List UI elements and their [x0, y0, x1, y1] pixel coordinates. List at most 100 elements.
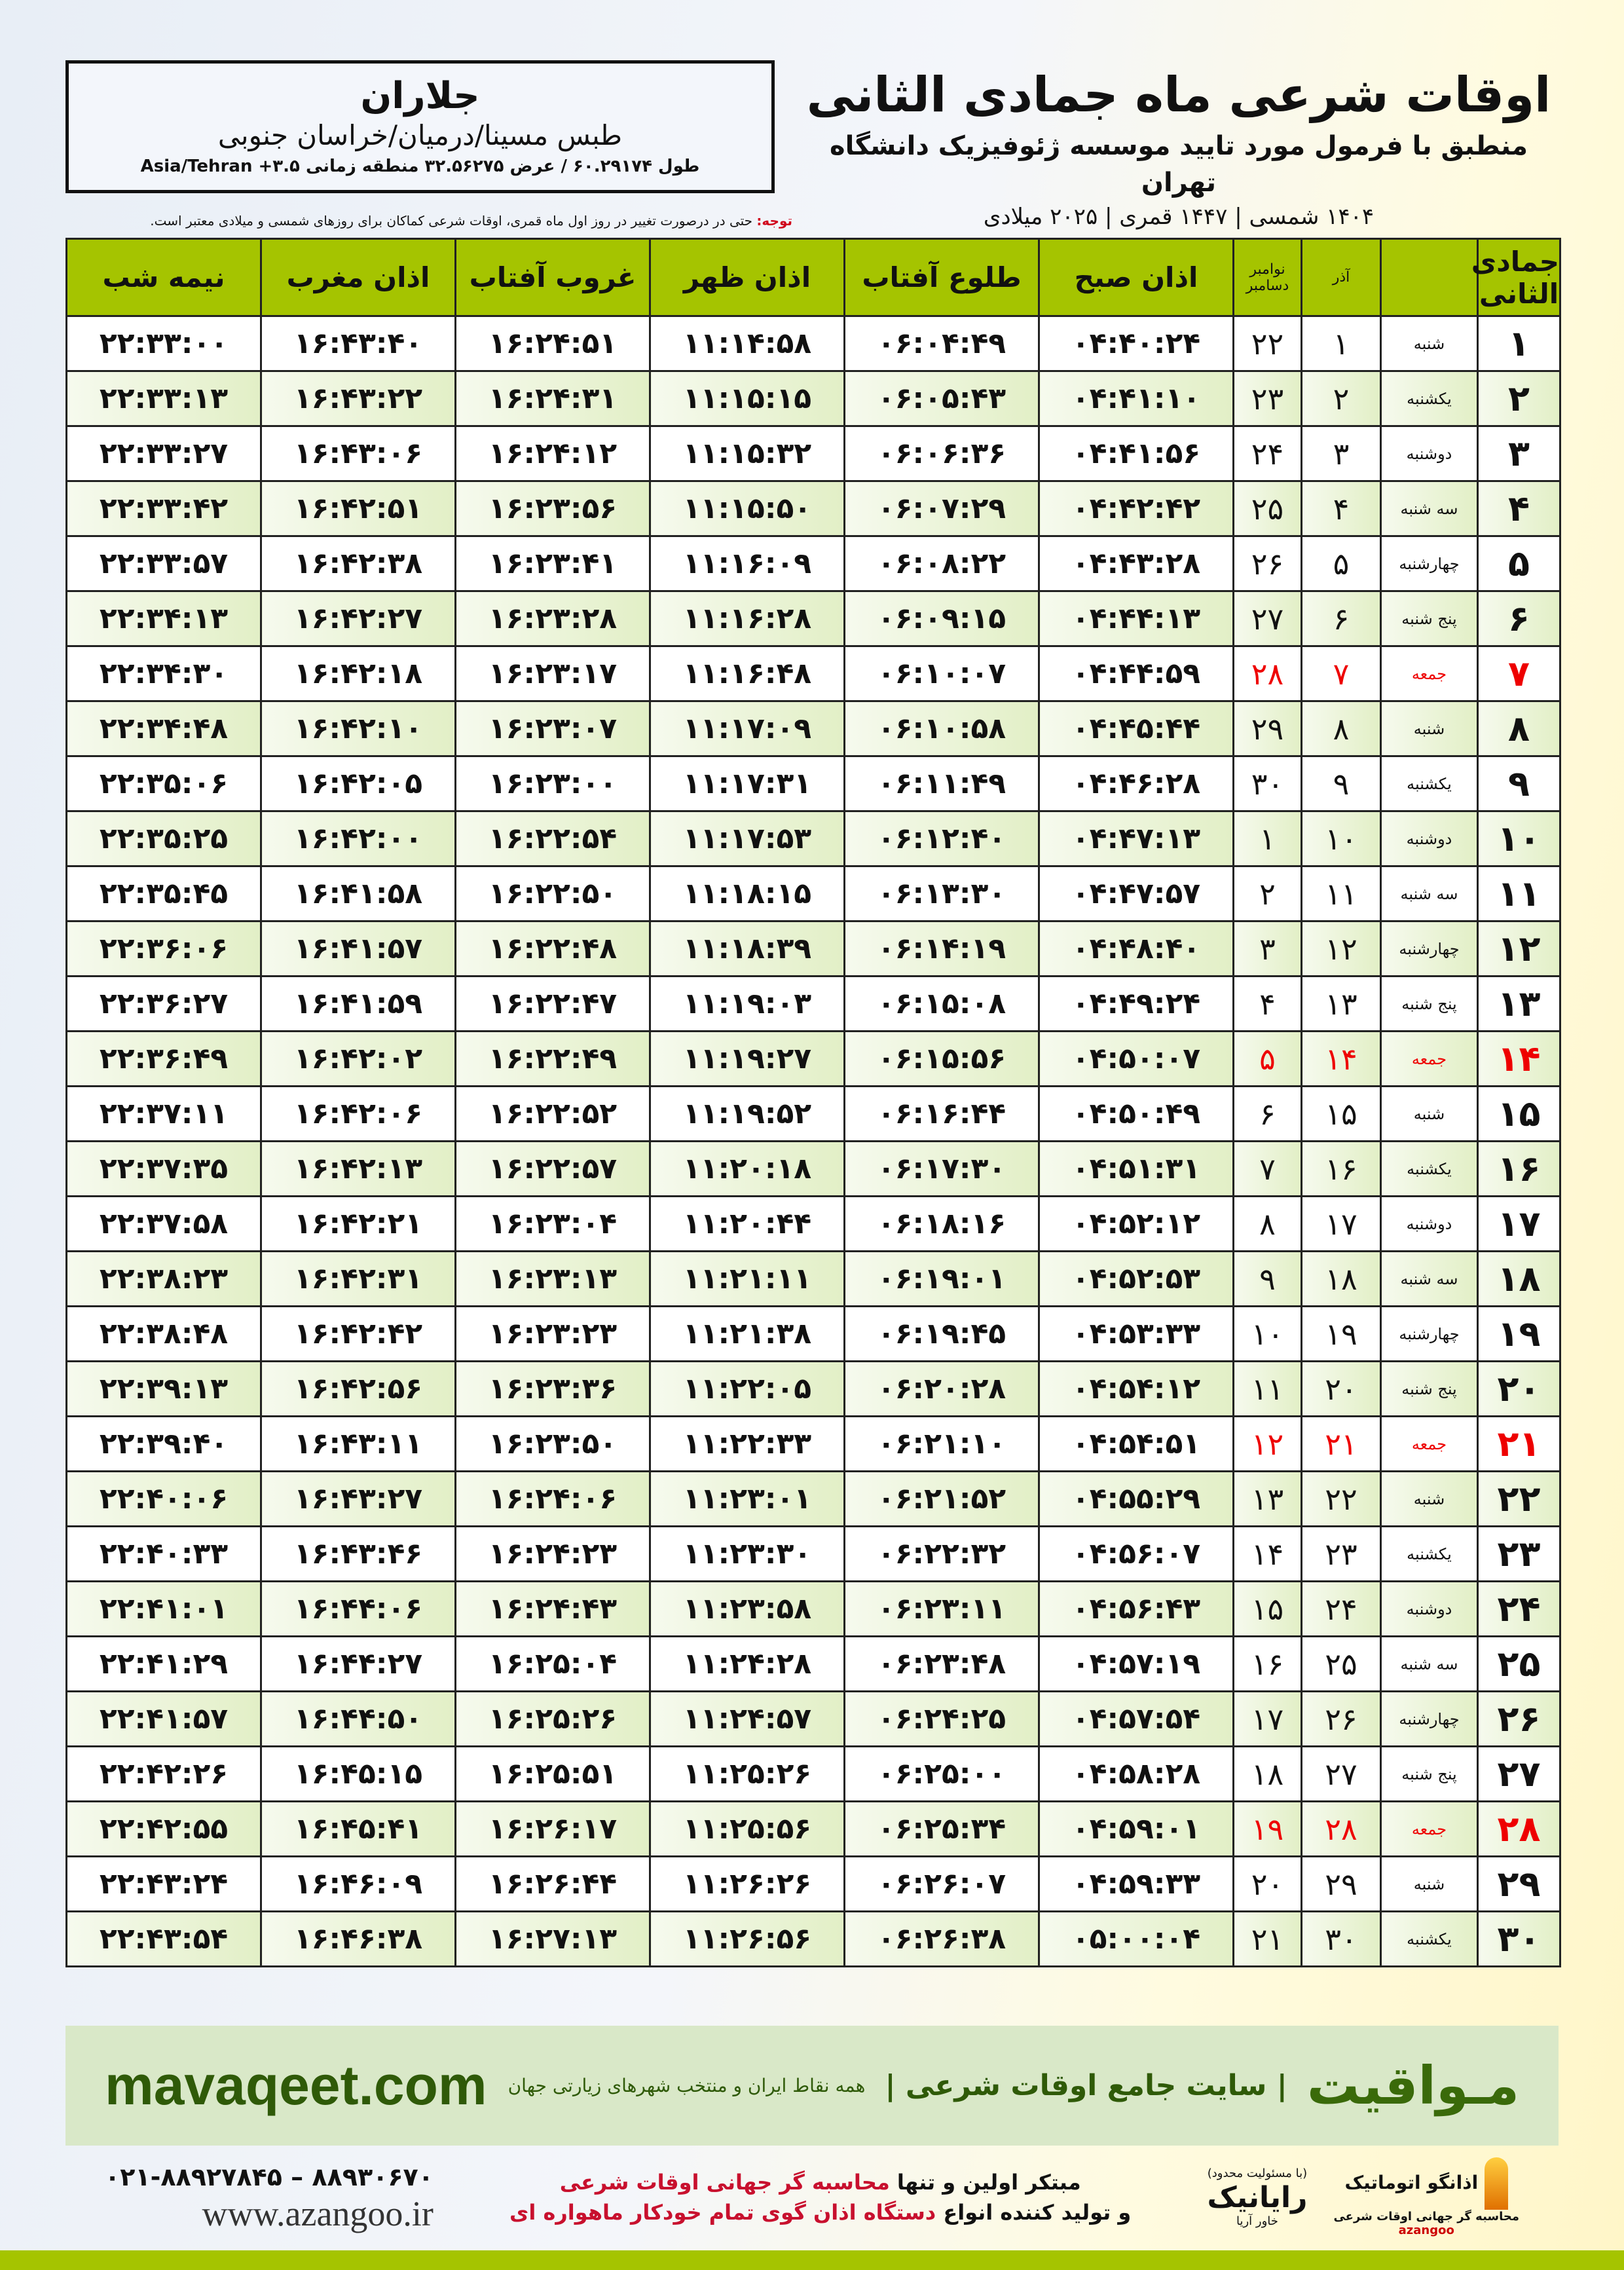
- cell-weekday: پنج شنبه: [1380, 975, 1479, 1032]
- cell-dhuhr: ۱۱:۲۴:۵۷: [649, 1690, 845, 1747]
- cell-maghrib: ۱۶:۴۳:۲۲: [260, 370, 456, 427]
- cell-fajr: ۰۴:۵۴:۱۲: [1038, 1360, 1234, 1417]
- cell-hijri-day: ۲۳: [1477, 1525, 1561, 1582]
- cell-azar-day: ۲۳: [1301, 1525, 1382, 1582]
- cell-azar-day: ۷: [1301, 645, 1382, 702]
- cell-hijri-day: ۱۵: [1477, 1085, 1561, 1142]
- cell-maghrib: ۱۶:۴۱:۵۹: [260, 975, 456, 1032]
- cell-weekday: یکشنبه: [1380, 1140, 1479, 1197]
- cell-maghrib: ۱۶:۴۲:۰۶: [260, 1085, 456, 1142]
- table-row: ۱۶ یکشنبه ۱۶ ۷ ۰۴:۵۱:۳۱ ۰۶:۱۷:۳۰ ۱۱:۲۰:۱۸ ۱۶:۲۲…: [65, 1140, 1561, 1197]
- cell-hijri-day: ۲۹: [1477, 1855, 1561, 1912]
- city-name: جلاران: [360, 74, 480, 117]
- cell-maghrib: ۱۶:۴۳:۱۱: [260, 1415, 456, 1472]
- site-link[interactable]: mavaqeet.com: [105, 2055, 487, 2116]
- table-row: ۲۷ پنج شنبه ۲۷ ۱۸ ۰۴:۵۸:۲۸ ۰۶:۲۵:۰۰ ۱۱:۲۵:۲۶ ۱۶…: [65, 1745, 1561, 1802]
- cell-hijri-day: ۲۱: [1477, 1415, 1561, 1472]
- cell-gregorian-day: ۵: [1232, 1030, 1302, 1087]
- cell-dhuhr: ۱۱:۱۹:۲۷: [649, 1030, 845, 1087]
- cell-weekday: یکشنبه: [1380, 370, 1479, 427]
- cell-sunset: ۱۶:۲۴:۵۱: [454, 315, 651, 372]
- cell-gregorian-day: ۳۰: [1232, 755, 1302, 812]
- cell-dhuhr: ۱۱:۲۱:۱۱: [649, 1250, 845, 1307]
- cell-dhuhr: ۱۱:۲۰:۴۴: [649, 1195, 845, 1252]
- cell-azar-day: ۲۰: [1301, 1360, 1382, 1417]
- cell-gregorian-day: ۲۷: [1232, 590, 1302, 647]
- cell-sunset: ۱۶:۲۵:۰۴: [454, 1635, 651, 1692]
- cell-sunrise: ۰۶:۲۶:۳۸: [843, 1910, 1040, 1967]
- cell-sunrise: ۰۶:۲۳:۴۸: [843, 1635, 1040, 1692]
- azangoo-link[interactable]: www.azangoo.ir: [202, 2194, 434, 2233]
- cell-sunrise: ۰۶:۲۱:۵۲: [843, 1470, 1040, 1527]
- cell-midnight: ۲۲:۳۶:۲۷: [65, 975, 262, 1032]
- cell-sunset: ۱۶:۲۳:۱۷: [454, 645, 651, 702]
- cell-azar-day: ۱۳: [1301, 975, 1382, 1032]
- col-azar: آذر: [1301, 238, 1382, 317]
- cell-midnight: ۲۲:۳۸:۴۸: [65, 1305, 262, 1362]
- cell-dhuhr: ۱۱:۲۵:۲۶: [649, 1745, 845, 1802]
- cell-dhuhr: ۱۱:۱۶:۲۸: [649, 590, 845, 647]
- cell-maghrib: ۱۶:۴۲:۵۶: [260, 1360, 456, 1417]
- cell-dhuhr: ۱۱:۱۸:۳۹: [649, 920, 845, 977]
- cell-weekday: سه شنبه: [1380, 480, 1479, 537]
- cell-azar-day: ۲۴: [1301, 1580, 1382, 1637]
- cell-gregorian-day: ۱۶: [1232, 1635, 1302, 1692]
- cell-midnight: ۲۲:۳۴:۴۸: [65, 700, 262, 757]
- cell-sunset: ۱۶:۲۴:۱۲: [454, 425, 651, 482]
- cell-sunrise: ۰۶:۱۵:۰۸: [843, 975, 1040, 1032]
- cell-fajr: ۰۴:۵۵:۲۹: [1038, 1470, 1234, 1527]
- rayanik-name: رایانیک: [1207, 2180, 1308, 2214]
- table-row: ۲۴ دوشنبه ۲۴ ۱۵ ۰۴:۵۶:۴۳ ۰۶:۲۳:۱۱ ۱۱:۲۳:۵۸ ۱۶:۲…: [65, 1580, 1561, 1637]
- advert-text: مبتکر اولین و تنها محاسبه گر جهانی اوقات…: [460, 2167, 1181, 2227]
- cell-hijri-day: ۷: [1477, 645, 1561, 702]
- cell-azar-day: ۱۱: [1301, 865, 1382, 922]
- cell-azar-day: ۱۹: [1301, 1305, 1382, 1362]
- cell-sunset: ۱۶:۲۴:۰۶: [454, 1470, 651, 1527]
- cell-sunset: ۱۶:۲۲:۵۴: [454, 810, 651, 867]
- cell-hijri-day: ۲۲: [1477, 1470, 1561, 1527]
- cell-gregorian-day: ۱۲: [1232, 1415, 1302, 1472]
- azangoo-sub: محاسبه گر جهانی اوقات شرعی: [1333, 2210, 1519, 2223]
- cell-midnight: ۲۲:۳۳:۰۰: [65, 315, 262, 372]
- cell-sunset: ۱۶:۲۳:۱۳: [454, 1250, 651, 1307]
- cell-azar-day: ۸: [1301, 700, 1382, 757]
- cell-sunrise: ۰۶:۲۵:۰۰: [843, 1745, 1040, 1802]
- cell-dhuhr: ۱۱:۱۸:۱۵: [649, 865, 845, 922]
- cell-hijri-day: ۵: [1477, 535, 1561, 592]
- cell-gregorian-day: ۶: [1232, 1085, 1302, 1142]
- table-row: ۴ سه شنبه ۴ ۲۵ ۰۴:۴۲:۴۲ ۰۶:۰۷:۲۹ ۱۱:۱۵:۵۰ ۱۶:۲۳…: [65, 480, 1561, 537]
- cell-sunset: ۱۶:۲۲:۴۷: [454, 975, 651, 1032]
- cell-weekday: جمعه: [1380, 1415, 1479, 1472]
- col-weekday: [1380, 238, 1479, 317]
- table-row: ۱۸ سه شنبه ۱۸ ۹ ۰۴:۵۲:۵۳ ۰۶:۱۹:۰۱ ۱۱:۲۱:۱۱ ۱۶:۲…: [65, 1250, 1561, 1307]
- cell-gregorian-day: ۱۴: [1232, 1525, 1302, 1582]
- cell-weekday: سه شنبه: [1380, 865, 1479, 922]
- cell-azar-day: ۲: [1301, 370, 1382, 427]
- cell-maghrib: ۱۶:۴۳:۴۶: [260, 1525, 456, 1582]
- cell-midnight: ۲۲:۳۷:۱۱: [65, 1085, 262, 1142]
- cell-fajr: ۰۴:۴۷:۵۷: [1038, 865, 1234, 922]
- cell-maghrib: ۱۶:۴۲:۳۸: [260, 535, 456, 592]
- table-row: ۲۰ پنج شنبه ۲۰ ۱۱ ۰۴:۵۴:۱۲ ۰۶:۲۰:۲۸ ۱۱:۲۲:۰۵ ۱۶…: [65, 1360, 1561, 1417]
- cell-fajr: ۰۴:۴۱:۵۶: [1038, 425, 1234, 482]
- cell-gregorian-day: ۱۵: [1232, 1580, 1302, 1637]
- brand-logo: مـواقیت: [1306, 2055, 1519, 2116]
- cell-maghrib: ۱۶:۴۴:۰۶: [260, 1580, 456, 1637]
- cell-midnight: ۲۲:۴۰:۰۶: [65, 1470, 262, 1527]
- cell-weekday: پنج شنبه: [1380, 1360, 1479, 1417]
- cell-dhuhr: ۱۱:۱۷:۰۹: [649, 700, 845, 757]
- cell-midnight: ۲۲:۴۲:۲۶: [65, 1745, 262, 1802]
- cell-sunrise: ۰۶:۱۷:۳۰: [843, 1140, 1040, 1197]
- cell-gregorian-day: ۲۰: [1232, 1855, 1302, 1912]
- cell-maghrib: ۱۶:۴۴:۲۷: [260, 1635, 456, 1692]
- cell-azar-day: ۱۰: [1301, 810, 1382, 867]
- table-row: ۲ یکشنبه ۲ ۲۳ ۰۴:۴۱:۱۰ ۰۶:۰۵:۴۳ ۱۱:۱۵:۱۵ ۱۶:۲۴:…: [65, 370, 1561, 427]
- cell-hijri-day: ۲۵: [1477, 1635, 1561, 1692]
- page-subtitle: منطبق با فرمول مورد تایید موسسه ژئوفیزیک…: [830, 131, 1528, 198]
- table-row: ۲۹ شنبه ۲۹ ۲۰ ۰۴:۵۹:۳۳ ۰۶:۲۶:۰۷ ۱۱:۲۶:۲۶ ۱۶:۲۶:…: [65, 1855, 1561, 1912]
- cell-maghrib: ۱۶:۴۲:۵۱: [260, 480, 456, 537]
- cell-sunset: ۱۶:۲۴:۴۳: [454, 1580, 651, 1637]
- cell-hijri-day: ۱۶: [1477, 1140, 1561, 1197]
- cell-gregorian-day: ۱۰: [1232, 1305, 1302, 1362]
- cell-azar-day: ۱۷: [1301, 1195, 1382, 1252]
